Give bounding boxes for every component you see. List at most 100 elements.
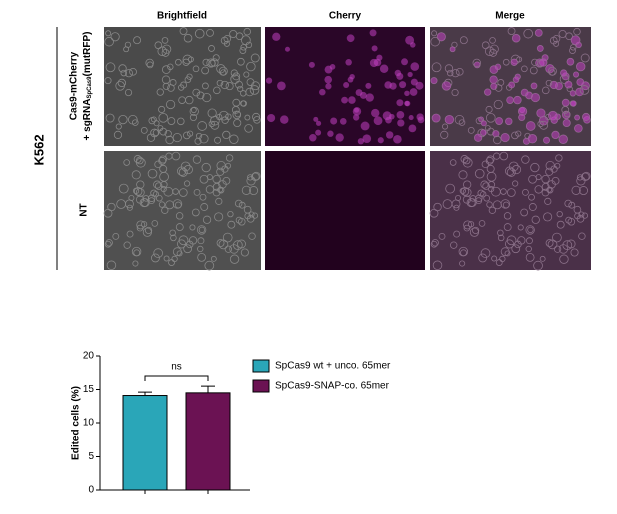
- cell: [525, 225, 535, 235]
- fluorescence: [562, 99, 570, 107]
- fluorescence: [327, 130, 334, 137]
- bar: [185, 392, 231, 491]
- cell: [179, 27, 188, 35]
- fluorescence: [373, 58, 382, 67]
- cell: [152, 129, 160, 136]
- cell: [460, 249, 467, 257]
- cell: [229, 254, 240, 264]
- y-tick-label: 20: [83, 351, 95, 362]
- cell: [489, 37, 496, 44]
- fluorescence: [404, 100, 411, 107]
- cell: [444, 64, 454, 73]
- fluorescence: [535, 29, 543, 37]
- cell: [197, 245, 204, 253]
- cell: [170, 234, 177, 242]
- cell: [252, 112, 261, 121]
- cell: [104, 36, 114, 47]
- cell: [161, 206, 169, 214]
- cell: [556, 210, 563, 218]
- cell: [497, 229, 504, 237]
- cell: [543, 212, 553, 222]
- cell: [151, 253, 160, 263]
- cell: [234, 199, 243, 208]
- cell: [132, 119, 139, 126]
- cell: [462, 157, 473, 168]
- fluorescence: [513, 96, 522, 104]
- cell: [237, 57, 245, 66]
- cell: [144, 226, 153, 235]
- cell: [229, 244, 239, 254]
- cell: [115, 81, 125, 91]
- cell: [500, 247, 510, 257]
- cell: [241, 185, 252, 195]
- fluorescence: [343, 81, 350, 88]
- cell: [175, 212, 184, 220]
- cell: [520, 208, 529, 217]
- cell: [154, 41, 163, 50]
- cell: [193, 188, 201, 196]
- cell: [192, 155, 202, 164]
- cell: [547, 239, 558, 250]
- fluorescence: [573, 71, 579, 78]
- cell: [214, 136, 222, 144]
- cell: [178, 84, 185, 91]
- cell: [478, 253, 488, 263]
- fluorescence: [495, 117, 503, 125]
- fluorescence: [582, 113, 590, 121]
- cell: [178, 167, 188, 177]
- cell: [185, 95, 194, 105]
- cell: [235, 80, 243, 89]
- cell: [525, 245, 532, 253]
- micrograph: [265, 151, 425, 270]
- fluorescence: [396, 110, 405, 119]
- fluorescence: [408, 124, 417, 133]
- y-tick-label: 15: [83, 384, 95, 395]
- cell: [249, 186, 259, 196]
- fluorescence: [570, 100, 577, 107]
- cell: [433, 202, 442, 212]
- cell: [458, 170, 468, 180]
- cell: [204, 260, 215, 271]
- cell: [451, 69, 460, 78]
- cell: [505, 166, 515, 176]
- cell: [240, 100, 247, 107]
- fluorescence: [481, 120, 487, 126]
- cell: [165, 200, 175, 210]
- cell: [192, 65, 200, 73]
- fluorescence: [574, 124, 583, 133]
- cell: [178, 235, 189, 246]
- cell: [184, 76, 192, 83]
- cell: [120, 69, 128, 77]
- cell: [115, 123, 122, 130]
- cell: [480, 248, 491, 258]
- fluorescence: [359, 91, 367, 99]
- legend-label: SpCas9-SNAP-co. 65mer: [275, 381, 390, 392]
- cell: [105, 239, 113, 247]
- cell: [528, 193, 535, 201]
- cell: [206, 28, 214, 37]
- cell: [183, 244, 193, 254]
- fluorescence: [526, 121, 536, 131]
- cell: [240, 248, 249, 257]
- cell: [210, 58, 219, 67]
- fluorescence: [508, 81, 515, 88]
- cell: [495, 259, 503, 266]
- cell: [480, 180, 489, 189]
- cell: [507, 27, 516, 35]
- cell: [561, 106, 570, 114]
- cell: [214, 212, 224, 222]
- fluorescence: [528, 134, 537, 144]
- cell: [136, 224, 144, 232]
- cell: [485, 112, 496, 123]
- fluorescence: [309, 133, 317, 142]
- cell: [200, 203, 209, 211]
- cell: [545, 79, 553, 87]
- fluorescence: [267, 113, 276, 123]
- cell: [110, 32, 120, 42]
- cell: [142, 195, 150, 202]
- cell: [559, 254, 569, 264]
- cell: [463, 224, 471, 232]
- cell: [162, 44, 172, 54]
- fluorescence: [371, 45, 378, 52]
- cell: [578, 232, 586, 240]
